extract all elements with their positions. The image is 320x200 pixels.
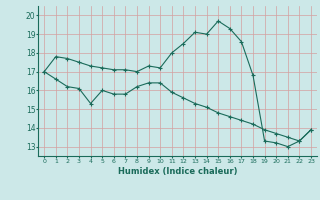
X-axis label: Humidex (Indice chaleur): Humidex (Indice chaleur) (118, 167, 237, 176)
